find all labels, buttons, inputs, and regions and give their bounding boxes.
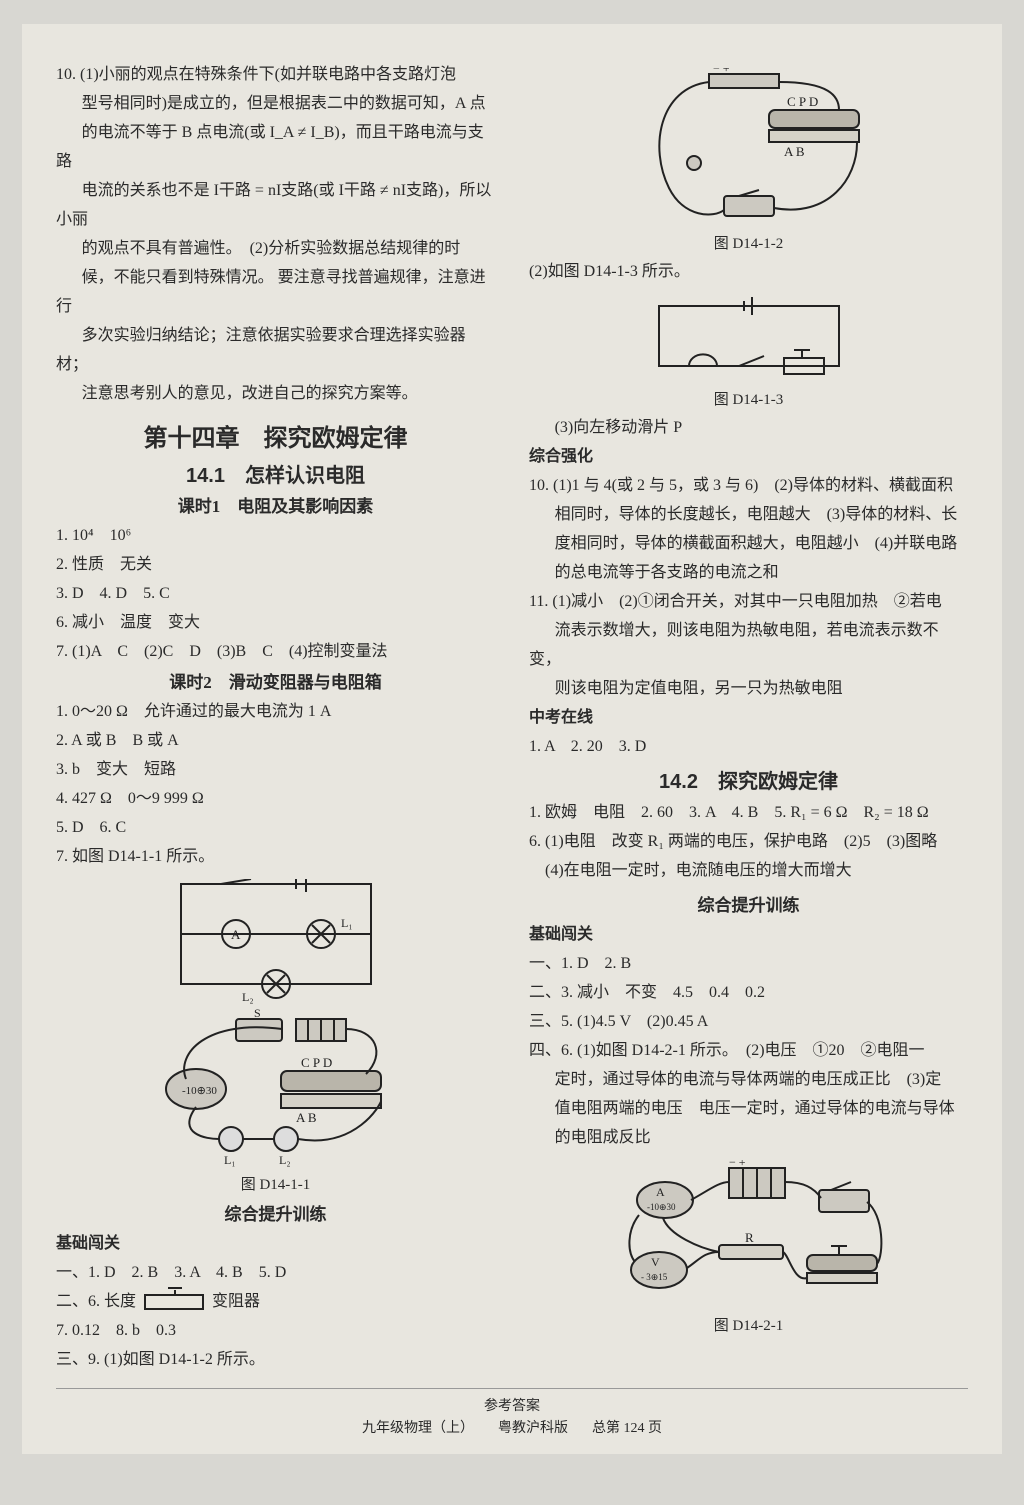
- svg-text:L₁: L₁: [224, 1153, 236, 1167]
- q10-line5: 的观点不具有普遍性。 (2)分析实验数据总结规律的时: [56, 234, 495, 263]
- svg-text:S: S: [254, 1006, 261, 1020]
- svg-text:A: A: [231, 927, 241, 942]
- l2-b3: 3. b 变大 短路: [56, 755, 495, 784]
- s2-e2: 6. (1)电阻 改变 R₁ 两端的电压，保护电路 (2)5 (3)图略: [529, 827, 968, 856]
- s2-e1: 1. 欧姆 电阻 2. 60 3. A 4. B 5. R₁ = 6 Ω R₂ …: [529, 798, 968, 827]
- q10-line7: 多次实验归纳结论；注意依据实验要求合理选择实验器材；: [56, 321, 495, 379]
- lesson1-heading: 课时1 电阻及其影响因素: [56, 492, 495, 517]
- svg-text:− +: − +: [713, 68, 730, 75]
- b2-f4: 四、6. (1)如图 D14-2-1 所示。 (2)电压 ①20 ②电阻一: [529, 1036, 968, 1065]
- rheostat-icon: [144, 1294, 204, 1310]
- b2-f6: 值电阻两端的电压 电压一定时，通过导体的电流与导体: [529, 1094, 968, 1123]
- r-line2: (3)向左移动滑片 P: [529, 413, 968, 442]
- svg-text:- 3⊕15: - 3⊕15: [641, 1272, 668, 1282]
- zk-answers: 1. A 2. 20 3. D: [529, 732, 968, 761]
- right-column: − + C P D A B 图 D14-1-2: [523, 60, 968, 1374]
- figure-d14-1-1-caption: 图 D14-1-1: [241, 1173, 311, 1194]
- l1-a4: 6. 减小 温度 变大: [56, 608, 495, 637]
- b2-f3: 三、5. (1)4.5 V (2)0.45 A: [529, 1007, 968, 1036]
- l2-b4: 4. 427 Ω 0～9 999 Ω: [56, 784, 495, 813]
- svg-text:A: A: [656, 1185, 665, 1199]
- footer-page: 总第 124 页: [592, 1417, 662, 1437]
- section-14-1-heading: 14.1 怎样认识电阻: [56, 459, 495, 488]
- circuit-d14-1-3-svg: [644, 294, 854, 384]
- l2-b2: 2. A 或 B B 或 A: [56, 726, 495, 755]
- zh-d5: 11. (1)减小 (2)①闭合开关，对其中一只电阻加热 ②若电: [529, 587, 968, 616]
- section-14-2-heading: 14.2 探究欧姆定律: [529, 765, 968, 794]
- figure-d14-2-1: − + A -10⊕30 V - 3⊕15 R: [529, 1160, 968, 1335]
- zh-d3: 度相同时，导体的横截面积越大，电阻越小 (4)并联电路: [529, 529, 968, 558]
- base-c2-pre: 二、6. 长度: [56, 1293, 136, 1310]
- svg-text:C P D: C P D: [301, 1055, 332, 1070]
- svg-text:-10⊕30: -10⊕30: [182, 1085, 217, 1097]
- l1-a2: 2. 性质 无关: [56, 550, 495, 579]
- q10-line8: 注意思考别人的意见，改进自己的探究方案等。: [56, 379, 495, 408]
- svg-text:A B: A B: [296, 1110, 317, 1125]
- circuit-d14-1-1-svg: S A L₁ L₂ S: [146, 879, 406, 1169]
- zh-heading: 综合强化: [529, 442, 968, 471]
- page: 10. (1)小丽的观点在特殊条件下(如并联电路中各支路灯泡 型号相同时)是成立…: [22, 24, 1002, 1454]
- q10-line4: 电流的关系也不是 I干路 = nI支路(或 I干路 ≠ nI支路)，所以小丽: [56, 176, 495, 234]
- circuit-d14-1-2-svg: − + C P D A B: [629, 68, 869, 228]
- zh-d7: 则该电阻为定值电阻，另一只为热敏电阻: [529, 674, 968, 703]
- columns: 10. (1)小丽的观点在特殊条件下(如并联电路中各支路灯泡 型号相同时)是成立…: [56, 60, 968, 1374]
- svg-text:− +: − +: [729, 1160, 746, 1169]
- figure-d14-2-1-caption: 图 D14-2-1: [714, 1314, 784, 1335]
- footer-line2: 九年级物理（上） 粤教沪科版 总第 124 页: [56, 1417, 968, 1437]
- svg-text:C P D: C P D: [787, 94, 818, 109]
- q10-line6: 候，不能只看到特殊情况。 要注意寻找普遍规律，注意进行: [56, 263, 495, 321]
- figure-d14-1-2-caption: 图 D14-1-2: [714, 232, 784, 253]
- svg-text:L₂: L₂: [242, 990, 254, 1004]
- b2-f5: 定时，通过导体的电流与导体两端的电压成正比 (3)定: [529, 1065, 968, 1094]
- svg-text:-10⊕30: -10⊕30: [647, 1202, 676, 1212]
- train-heading-left: 综合提升训练: [56, 1200, 495, 1225]
- page-footer: 参考答案 九年级物理（上） 粤教沪科版 总第 124 页: [56, 1388, 968, 1437]
- left-column: 10. (1)小丽的观点在特殊条件下(如并联电路中各支路灯泡 型号相同时)是成立…: [56, 60, 501, 1374]
- figure-d14-1-2: − + C P D A B 图 D14-1-2: [529, 68, 968, 253]
- l2-b5: 5. D 6. C: [56, 813, 495, 842]
- base-c2-post: 变阻器: [212, 1293, 260, 1310]
- lesson2-heading: 课时2 滑动变阻器与电阻箱: [56, 668, 495, 693]
- circuit-d14-2-1-svg: − + A -10⊕30 V - 3⊕15 R: [609, 1160, 889, 1310]
- svg-text:V: V: [651, 1255, 660, 1269]
- l1-a1: 1. 10⁴ 10⁶: [56, 521, 495, 550]
- train-heading-right: 综合提升训练: [529, 891, 968, 916]
- zh-d4: 的总电流等于各支路的电流之和: [529, 558, 968, 587]
- svg-text:R: R: [745, 1230, 754, 1245]
- r-line1: (2)如图 D14-1-3 所示。: [529, 257, 968, 286]
- base-c2: 二、6. 长度 变阻器: [56, 1287, 495, 1316]
- svg-text:S: S: [234, 879, 241, 880]
- base-c4: 三、9. (1)如图 D14-1-2 所示。: [56, 1345, 495, 1374]
- zh-d2: 相同时，导体的长度越长，电阻越大 (3)导体的材料、长: [529, 500, 968, 529]
- svg-text:A B: A B: [784, 144, 805, 159]
- footer-grade: 九年级物理（上）: [362, 1417, 474, 1437]
- q10-line3: 的电流不等于 B 点电流(或 I_A ≠ I_B)，而且干路电流与支路: [56, 118, 495, 176]
- svg-text:L₁: L₁: [341, 916, 353, 930]
- svg-text:L₂: L₂: [279, 1153, 291, 1167]
- q10-line2: 型号相同时)是成立的，但是根据表二中的数据可知，A 点: [56, 89, 495, 118]
- zh-d6: 流表示数增大，则该电阻为热敏电阻，若电流表示数不变，: [529, 616, 968, 674]
- b2-f1: 一、1. D 2. B: [529, 949, 968, 978]
- zk-heading: 中考在线: [529, 703, 968, 732]
- base2-heading: 基础闯关: [529, 920, 968, 949]
- chapter-heading: 第十四章 探究欧姆定律: [56, 418, 495, 453]
- l2-b6: 7. 如图 D14-1-1 所示。: [56, 842, 495, 871]
- figure-d14-1-3-caption: 图 D14-1-3: [714, 388, 784, 409]
- q10-line1: 10. (1)小丽的观点在特殊条件下(如并联电路中各支路灯泡: [56, 60, 495, 89]
- b2-f7: 的电阻成反比: [529, 1123, 968, 1152]
- l1-a5: 7. (1)A C (2)C D (3)B C (4)控制变量法: [56, 637, 495, 666]
- s2-e3: (4)在电阻一定时，电流随电压的增大而增大: [529, 856, 968, 885]
- base-c1: 一、1. D 2. B 3. A 4. B 5. D: [56, 1258, 495, 1287]
- zh-d1: 10. (1)1 与 4(或 2 与 5，或 3 与 6) (2)导体的材料、横…: [529, 471, 968, 500]
- base-heading-left: 基础闯关: [56, 1229, 495, 1258]
- l2-b1: 1. 0～20 Ω 允许通过的最大电流为 1 A: [56, 697, 495, 726]
- footer-ref: 参考答案: [56, 1395, 968, 1415]
- footer-edition: 粤教沪科版: [498, 1417, 568, 1437]
- l1-a3: 3. D 4. D 5. C: [56, 579, 495, 608]
- base-c3: 7. 0.12 8. b 0.3: [56, 1316, 495, 1345]
- figure-d14-1-3: 图 D14-1-3: [529, 294, 968, 409]
- b2-f2: 二、3. 减小 不变 4.5 0.4 0.2: [529, 978, 968, 1007]
- figure-d14-1-1: S A L₁ L₂ S: [56, 879, 495, 1194]
